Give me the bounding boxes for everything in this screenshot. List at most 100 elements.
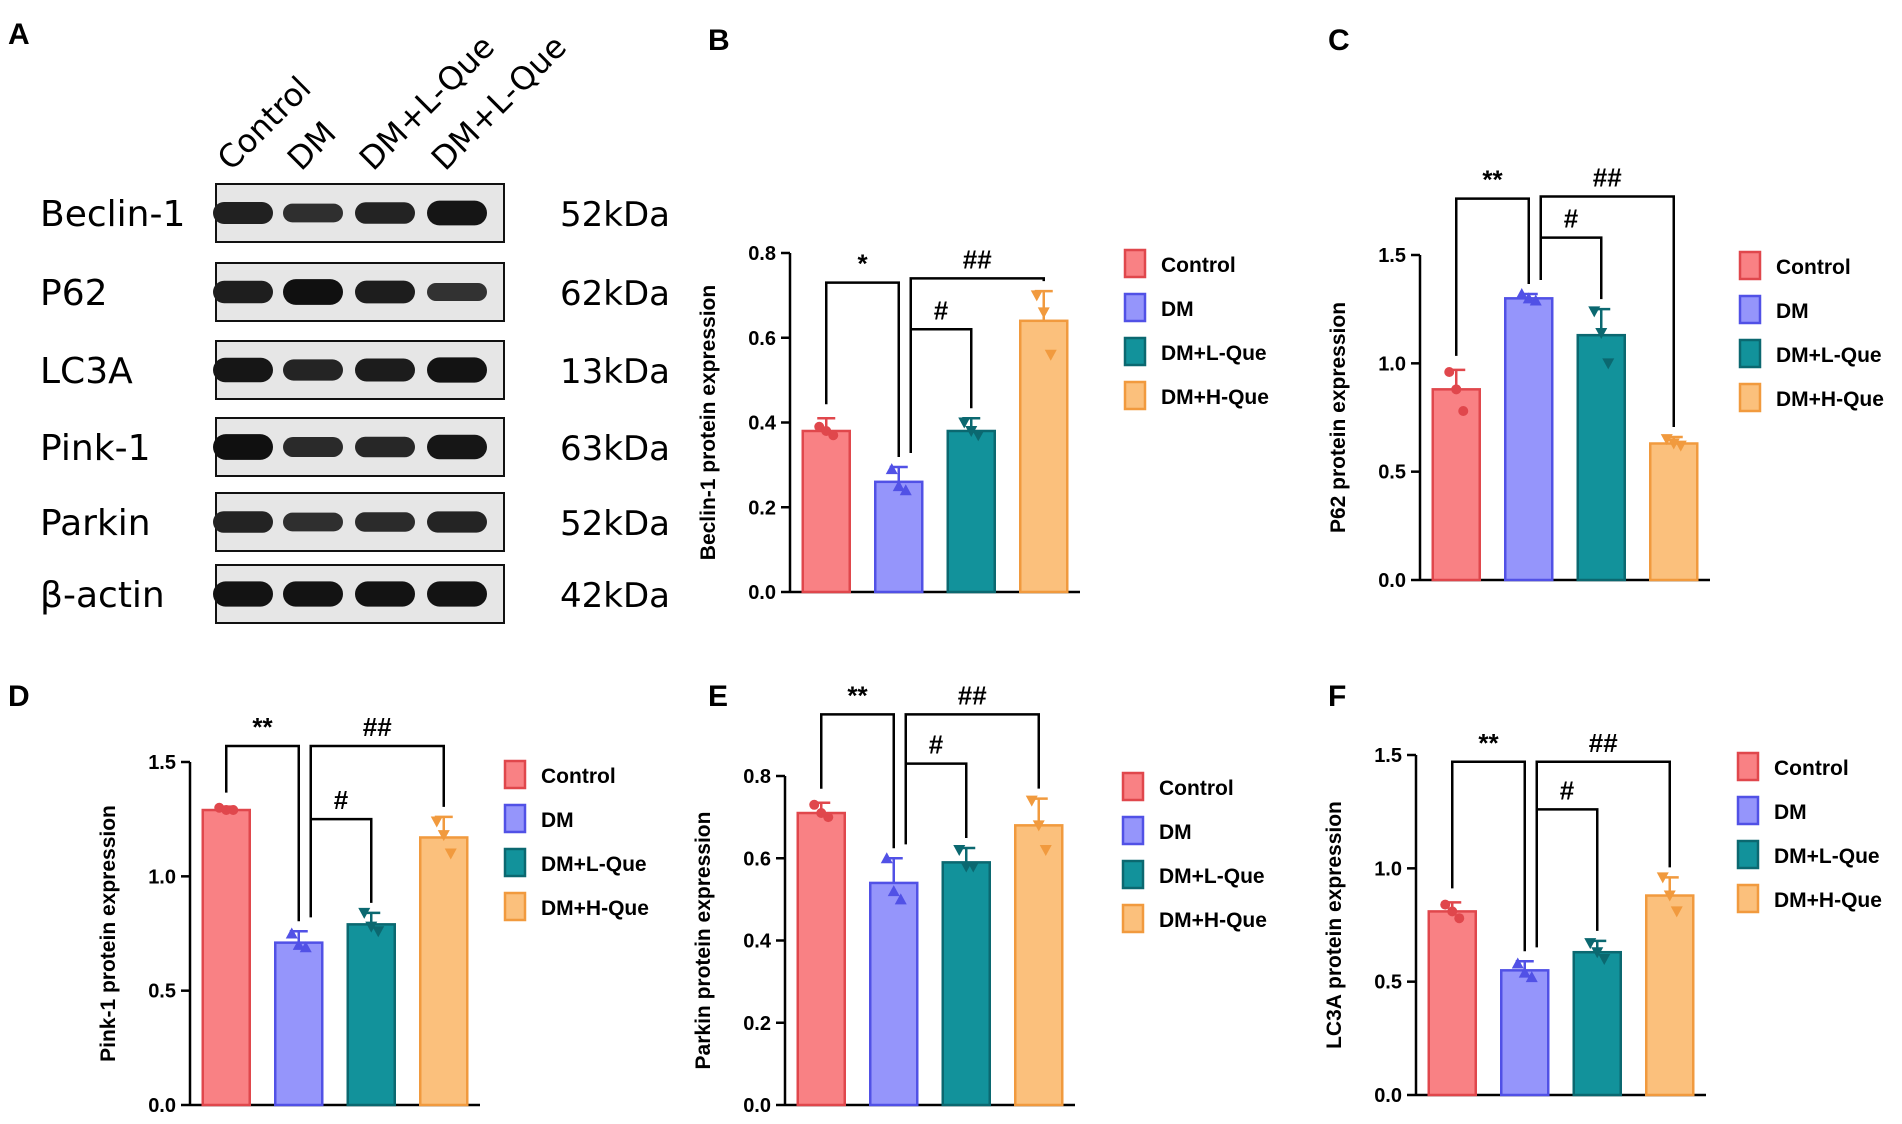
blot-band — [355, 358, 415, 382]
significance-label: ## — [1593, 163, 1622, 193]
bar — [274, 941, 324, 1107]
significance-label: ** — [252, 712, 273, 742]
y-tick-label: 1.0 — [1374, 858, 1402, 880]
data-point — [292, 938, 305, 950]
protein-label: Parkin — [40, 503, 151, 544]
data-point — [1591, 947, 1604, 959]
legend-label: DM+L-Que — [1774, 845, 1880, 868]
bar — [1576, 333, 1626, 582]
y-tick-label: 0.0 — [748, 582, 776, 604]
legend-swatch — [1123, 248, 1147, 279]
legend-label: Control — [541, 765, 616, 788]
data-point — [1025, 795, 1038, 807]
protein-label: P62 — [40, 273, 108, 314]
legend-swatch — [1121, 771, 1145, 802]
blot-band — [283, 437, 343, 457]
data-point — [365, 921, 378, 933]
significance-label: ## — [963, 244, 992, 274]
bar — [1019, 319, 1069, 594]
y-tick-label: 0.0 — [1378, 570, 1406, 592]
data-point — [1037, 307, 1050, 319]
data-point — [1660, 434, 1673, 446]
data-point — [958, 417, 971, 429]
blot-band — [427, 283, 487, 301]
legend-label: Control — [1776, 256, 1851, 279]
legend-swatch — [503, 847, 527, 878]
bar — [346, 923, 396, 1107]
y-tick-label: 1.5 — [1374, 745, 1402, 767]
blot-row: β-actin 42kDa — [40, 564, 670, 624]
data-point — [809, 799, 820, 810]
data-point — [953, 845, 966, 857]
bar — [801, 429, 851, 594]
bar — [946, 429, 996, 594]
legend-swatch — [1736, 795, 1760, 826]
legend-label: DM — [1774, 801, 1807, 824]
legend-label: DM — [1161, 298, 1194, 321]
data-point — [1458, 406, 1469, 416]
bar-chart-d: D 0.0 0.5 1.0 1.5 Pink-1 protein expression **… — [8, 680, 649, 1117]
data-point — [1440, 899, 1451, 910]
bar — [869, 881, 919, 1107]
blot-band — [427, 511, 487, 533]
legend-swatch — [1736, 751, 1760, 782]
data-point — [1032, 820, 1045, 832]
legend-swatch — [1736, 839, 1760, 870]
protein-label: β-actin — [40, 575, 165, 616]
data-point — [1030, 290, 1043, 302]
significance-bracket — [909, 328, 973, 453]
data-point — [430, 816, 443, 828]
legend-label: DM+L-Que — [541, 853, 647, 876]
blot-band — [213, 511, 273, 533]
blot-row: Pink-1 63kDa — [40, 417, 670, 477]
blot-row: P62 62kDa — [40, 262, 670, 322]
blot-band — [283, 512, 343, 532]
significance-bracket — [225, 744, 300, 922]
legend-label: DM+H-Que — [1774, 889, 1882, 912]
legend-label: Control — [1161, 254, 1236, 277]
legend-label: Control — [1159, 777, 1234, 800]
significance-bracket — [1451, 760, 1526, 952]
y-axis-label: Beclin-1 protein expression — [697, 285, 720, 560]
data-point — [437, 830, 450, 842]
data-point — [1584, 938, 1597, 950]
y-tick-label: 0.0 — [1374, 1085, 1402, 1107]
legend-swatch — [1738, 294, 1762, 325]
panel-label-e: E — [708, 680, 728, 713]
legend-label: DM+H-Que — [1161, 386, 1269, 409]
significance-label: * — [857, 249, 868, 279]
blot-band — [283, 359, 343, 381]
data-point — [1515, 288, 1528, 299]
legend-swatch — [1123, 292, 1147, 323]
data-point — [1598, 954, 1611, 965]
blot-row: LC3A 13kDa — [40, 340, 670, 400]
blot-row: Parkin 52kDa — [40, 492, 670, 552]
y-tick-label: 1.5 — [148, 752, 176, 774]
legend-label: DM — [1776, 300, 1809, 323]
data-point — [1595, 328, 1608, 339]
y-tick-label: 0.6 — [748, 328, 776, 350]
data-point — [960, 861, 973, 873]
significance-label: # — [934, 295, 949, 325]
data-point — [1044, 349, 1057, 361]
significance-bracket — [1539, 236, 1603, 300]
data-point — [894, 893, 907, 905]
kda-label: 52kDa — [560, 504, 670, 544]
panel-label-f: F — [1328, 680, 1346, 713]
legend-label: DM+H-Que — [541, 897, 649, 920]
bar — [1572, 950, 1622, 1097]
bar — [1645, 894, 1695, 1097]
data-point — [887, 885, 900, 897]
y-axis-label: P62 protein expression — [1327, 302, 1350, 533]
panel-label-b: B — [708, 24, 730, 57]
data-point — [899, 484, 912, 496]
significance-label: ## — [958, 680, 987, 710]
blot-band — [283, 581, 343, 607]
data-point — [1525, 971, 1538, 983]
data-point — [972, 430, 985, 442]
y-tick-label: 0.4 — [748, 413, 777, 435]
kda-label: 52kDa — [560, 195, 670, 235]
data-point — [1447, 906, 1458, 917]
